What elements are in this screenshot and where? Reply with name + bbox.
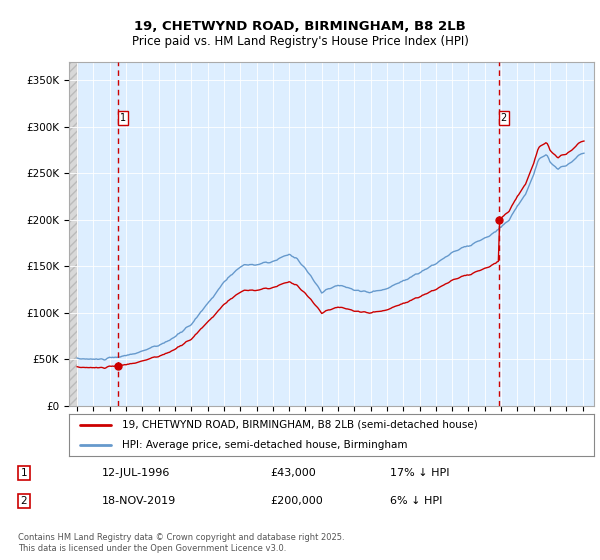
Text: Contains HM Land Registry data © Crown copyright and database right 2025.
This d: Contains HM Land Registry data © Crown c…	[18, 533, 344, 553]
Text: 12-JUL-1996: 12-JUL-1996	[102, 468, 170, 478]
Text: £43,000: £43,000	[270, 468, 316, 478]
Text: 1: 1	[20, 468, 28, 478]
Text: 18-NOV-2019: 18-NOV-2019	[102, 496, 176, 506]
Bar	[69, 62, 77, 406]
Text: Price paid vs. HM Land Registry's House Price Index (HPI): Price paid vs. HM Land Registry's House …	[131, 35, 469, 48]
Text: 1: 1	[120, 114, 126, 123]
Bar	[69, 62, 77, 406]
Text: 19, CHETWYND ROAD, BIRMINGHAM, B8 2LB (semi-detached house): 19, CHETWYND ROAD, BIRMINGHAM, B8 2LB (s…	[121, 420, 477, 430]
Text: 17% ↓ HPI: 17% ↓ HPI	[390, 468, 449, 478]
Text: 2: 2	[20, 496, 28, 506]
Text: 19, CHETWYND ROAD, BIRMINGHAM, B8 2LB: 19, CHETWYND ROAD, BIRMINGHAM, B8 2LB	[134, 20, 466, 32]
Text: 2: 2	[501, 114, 507, 123]
Text: HPI: Average price, semi-detached house, Birmingham: HPI: Average price, semi-detached house,…	[121, 440, 407, 450]
Text: £200,000: £200,000	[270, 496, 323, 506]
Text: 6% ↓ HPI: 6% ↓ HPI	[390, 496, 442, 506]
